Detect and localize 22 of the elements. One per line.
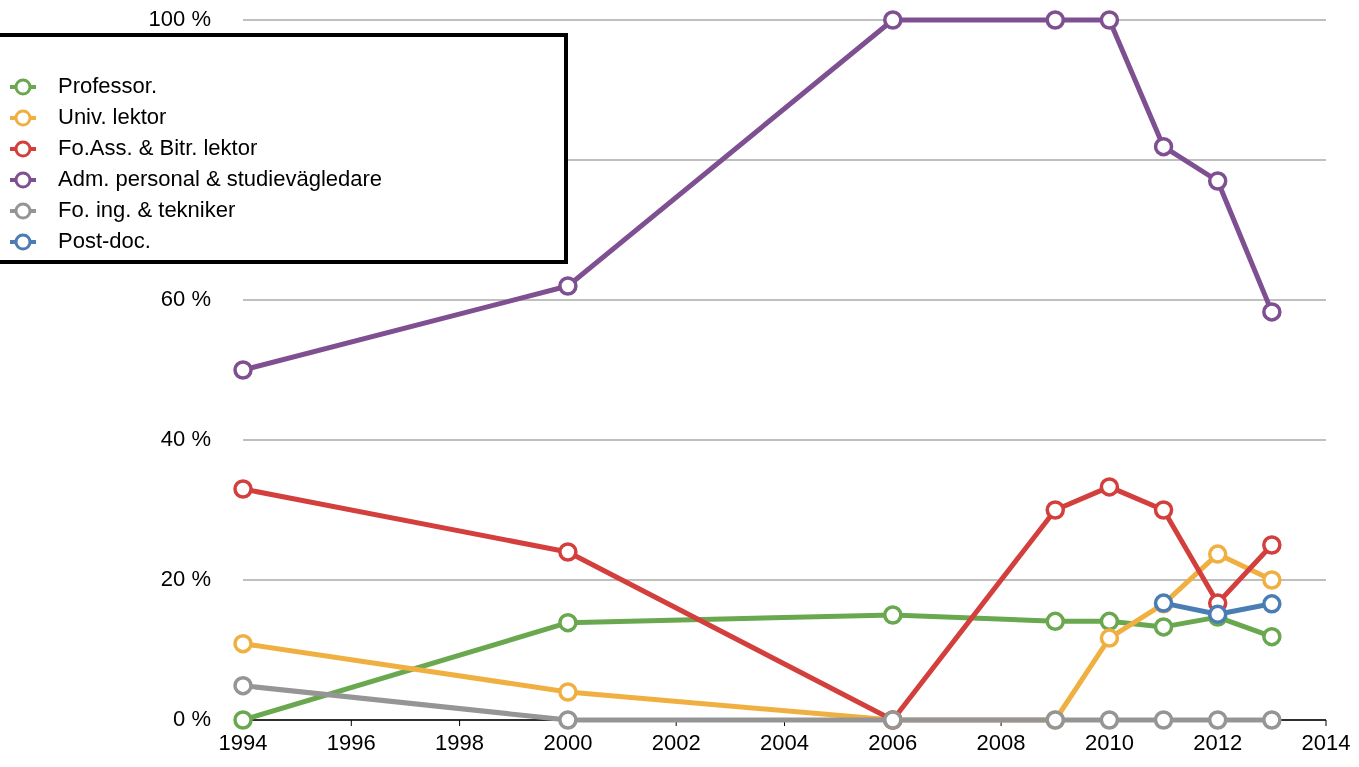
x-tick-label: 1996 [326, 730, 376, 755]
x-tick-label: 2002 [651, 730, 701, 755]
legend-label: Fo.Ass. & Bitr. lektor [58, 134, 258, 160]
legend-label: Univ. lektor [58, 103, 167, 129]
legend-label: Professor. [58, 72, 158, 98]
x-tick-label: 2010 [1084, 730, 1134, 755]
x-tick-label: 1994 [218, 730, 268, 755]
x-tick-label: 2008 [976, 730, 1026, 755]
x-tick-label: 2004 [760, 730, 809, 755]
legend-label: Fo. ing. & tekniker [58, 196, 236, 222]
y-tick-label: 100 % [148, 5, 211, 31]
x-tick-label: 2014 [1301, 730, 1351, 755]
x-tick-label: 1998 [435, 730, 485, 755]
x-tick-label: 2006 [868, 730, 918, 755]
y-tick-label: 0 % [173, 705, 211, 731]
y-tick-label: 20 % [160, 565, 211, 591]
y-tick-label: 40 % [160, 425, 211, 451]
x-tick-label: 2012 [1193, 730, 1243, 755]
legend-label: Adm. personal & studievägledare [58, 165, 383, 191]
y-tick-label: 60 % [160, 285, 211, 311]
x-tick-label: 2000 [543, 730, 593, 755]
legend-label: Post-doc. [58, 227, 151, 253]
